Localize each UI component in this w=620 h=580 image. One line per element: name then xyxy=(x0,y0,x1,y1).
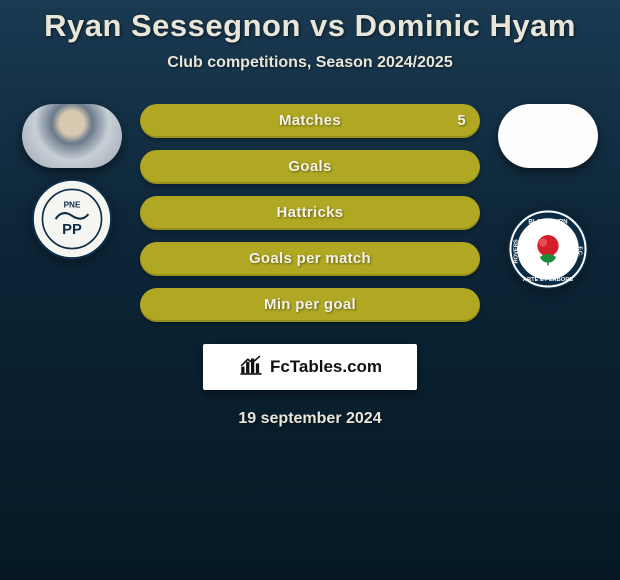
brand-text: FcTables.com xyxy=(270,357,382,377)
player-left-club-crest: PNE PP xyxy=(22,178,122,260)
stat-bar-goals: Goals xyxy=(140,150,480,184)
player-left-avatar xyxy=(22,104,122,168)
stat-bar-label: Goals per match xyxy=(249,250,371,267)
player-right-club-crest: BLACKBURN ARTE ET LABORE ROVERS F.C. xyxy=(498,208,598,290)
left-player-column: PNE PP xyxy=(12,104,132,260)
svg-text:ARTE ET LABORE: ARTE ET LABORE xyxy=(523,277,574,283)
svg-text:BLACKBURN: BLACKBURN xyxy=(528,219,568,226)
stat-bar-value-right: 5 xyxy=(457,104,466,138)
main-row: PNE PP Matches 5 Goals Hattricks Goals p… xyxy=(0,104,620,322)
svg-text:PNE: PNE xyxy=(64,201,81,210)
brand-badge: FcTables.com xyxy=(203,344,417,390)
chart-bars-icon xyxy=(238,352,264,383)
comparison-card: Ryan Sessegnon vs Dominic Hyam Club comp… xyxy=(0,0,620,580)
stat-bars: Matches 5 Goals Hattricks Goals per matc… xyxy=(140,104,480,322)
subtitle: Club competitions, Season 2024/2025 xyxy=(0,54,620,72)
stat-bar-label: Matches xyxy=(279,112,341,129)
stat-bar-min-per-goal: Min per goal xyxy=(140,288,480,322)
stat-bar-goals-per-match: Goals per match xyxy=(140,242,480,276)
stat-bar-label: Min per goal xyxy=(264,296,356,313)
svg-text:F.C.: F.C. xyxy=(576,246,582,257)
svg-text:ROVERS: ROVERS xyxy=(514,239,520,263)
page-title: Ryan Sessegnon vs Dominic Hyam xyxy=(0,8,620,44)
player-right-avatar xyxy=(498,104,598,168)
stat-bar-matches: Matches 5 xyxy=(140,104,480,138)
svg-text:PP: PP xyxy=(62,222,82,238)
right-player-column: BLACKBURN ARTE ET LABORE ROVERS F.C. xyxy=(488,104,608,290)
stat-bar-label: Goals xyxy=(288,158,331,175)
stat-bar-label: Hattricks xyxy=(277,204,344,221)
stat-bar-hattricks: Hattricks xyxy=(140,196,480,230)
date-text: 19 september 2024 xyxy=(0,410,620,428)
